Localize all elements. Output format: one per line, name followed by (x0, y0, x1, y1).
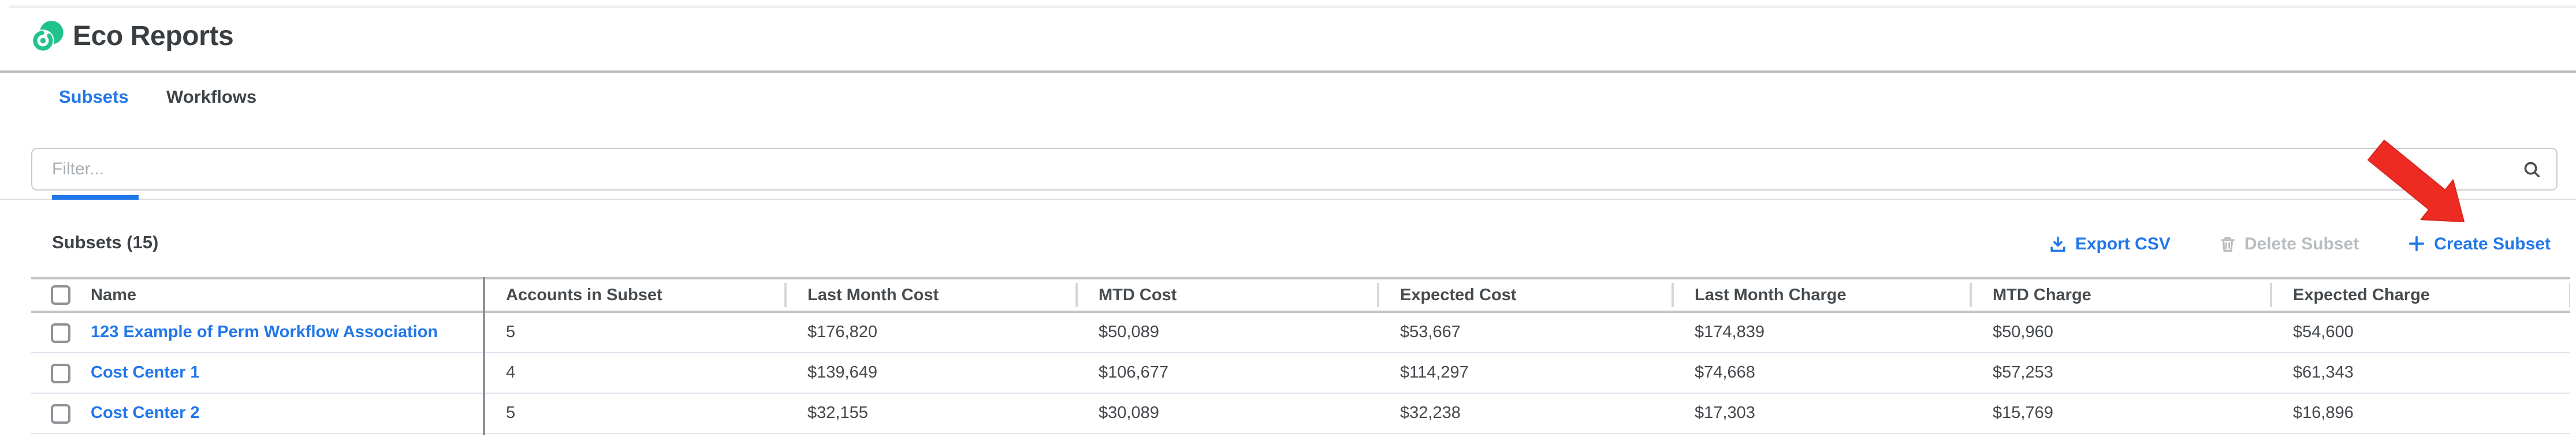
cell-last-month-charge: $174,839 (1695, 323, 1765, 342)
app-logo-icon (32, 21, 64, 52)
select-all-checkbox[interactable] (50, 285, 70, 305)
row-checkbox[interactable] (50, 363, 70, 383)
column-header-expected-cost: Expected Cost (1377, 279, 1672, 311)
cell-expected-cost: $32,238 (1400, 404, 1461, 423)
tab-workflows-label: Workflows (166, 88, 257, 107)
page-title: Eco Reports (73, 21, 234, 52)
create-subset-label: Create Subset (2434, 234, 2551, 253)
top-edge-shadow (9, 5, 2576, 8)
column-header-name: Name (31, 279, 483, 311)
cell-expected-cost: $53,667 (1400, 323, 1461, 342)
app-header: Eco Reports (31, 20, 234, 54)
row-checkbox[interactable] (50, 404, 70, 423)
cell-last-month-cost: $176,820 (807, 323, 877, 342)
trash-icon (2221, 236, 2235, 251)
tab-bar: Subsets Workflows (0, 72, 2576, 200)
table-actions: Export CSV Delete Subset Create Subset (2050, 226, 2551, 261)
section-title: Subsets (15) (52, 233, 159, 253)
cell-accounts: 4 (506, 364, 516, 382)
column-header-accounts: Accounts in Subset (506, 286, 662, 304)
cell-name: Cost Center 2 (31, 404, 483, 423)
download-icon (2051, 236, 2066, 252)
delete-subset-button[interactable]: Delete Subset (2219, 234, 2359, 253)
table-row: Cost Center 1 4 $139,649 $106,677 $114,2… (31, 353, 2570, 394)
tabs-baseline (0, 199, 2576, 200)
filter-input[interactable] (32, 149, 2556, 189)
section-bar: Subsets (15) Export CSV Delete Subset (0, 226, 2576, 261)
column-header-last-month-charge: Last Month Charge (1672, 279, 1970, 311)
cell-last-month-cost: $32,155 (807, 404, 868, 423)
filter-box (31, 148, 2558, 191)
subset-name-link[interactable]: 123 Example of Perm Workflow Association (91, 323, 438, 342)
column-header-mtd-cost: MTD Cost (1075, 279, 1377, 311)
search-icon[interactable] (2523, 160, 2541, 179)
cell-expected-cost: $114,297 (1400, 364, 1469, 382)
table-header-row: Name Accounts in Subset Last Month Cost … (31, 277, 2570, 313)
row-checkbox[interactable] (50, 323, 70, 342)
tab-subsets-label: Subsets (59, 88, 129, 107)
tab-workflows[interactable]: Workflows (159, 72, 263, 125)
column-header-expected-charge: Expected Charge (2270, 279, 2570, 311)
table-row: 123 Example of Perm Workflow Association… (31, 313, 2570, 353)
cell-last-month-charge: $74,668 (1695, 364, 1755, 382)
cell-mtd-cost: $50,089 (1099, 323, 1159, 342)
subsets-table: Name Accounts in Subset Last Month Cost … (31, 277, 2570, 435)
cell-mtd-cost: $30,089 (1099, 404, 1159, 423)
cell-mtd-charge: $15,769 (1993, 404, 2053, 423)
create-subset-button[interactable]: Create Subset (2407, 234, 2551, 253)
name-column-divider (483, 277, 485, 435)
cell-name: 123 Example of Perm Workflow Association (31, 323, 483, 342)
subset-name-link[interactable]: Cost Center 2 (91, 404, 200, 423)
cell-accounts: 5 (506, 323, 516, 342)
header-divider (0, 70, 2576, 72)
tab-subsets[interactable]: Subsets (52, 72, 152, 125)
column-header-name-label: Name (91, 286, 136, 304)
cell-expected-charge: $61,343 (2293, 364, 2354, 382)
table-row: Cost Center 2 5 $32,155 $30,089 $32,238 … (31, 394, 2570, 434)
delete-subset-label: Delete Subset (2244, 234, 2359, 253)
cell-mtd-charge: $57,253 (1993, 364, 2053, 382)
column-header-mtd-charge: MTD Charge (1970, 279, 2270, 311)
plus-icon (2409, 236, 2425, 252)
cell-name: Cost Center 1 (31, 363, 483, 383)
cell-mtd-charge: $50,960 (1993, 323, 2053, 342)
cell-expected-charge: $16,896 (2293, 404, 2354, 423)
cell-accounts: 5 (506, 404, 516, 423)
cell-mtd-cost: $106,677 (1099, 364, 1168, 382)
subset-name-link[interactable]: Cost Center 1 (91, 364, 200, 382)
column-header-last-month-cost: Last Month Cost (784, 279, 1075, 311)
cell-last-month-charge: $17,303 (1695, 404, 1755, 423)
cell-last-month-cost: $139,649 (807, 364, 877, 382)
active-tab-underline (52, 195, 139, 200)
cell-expected-charge: $54,600 (2293, 323, 2354, 342)
export-csv-label: Export CSV (2075, 234, 2171, 253)
export-csv-button[interactable]: Export CSV (2050, 234, 2171, 253)
